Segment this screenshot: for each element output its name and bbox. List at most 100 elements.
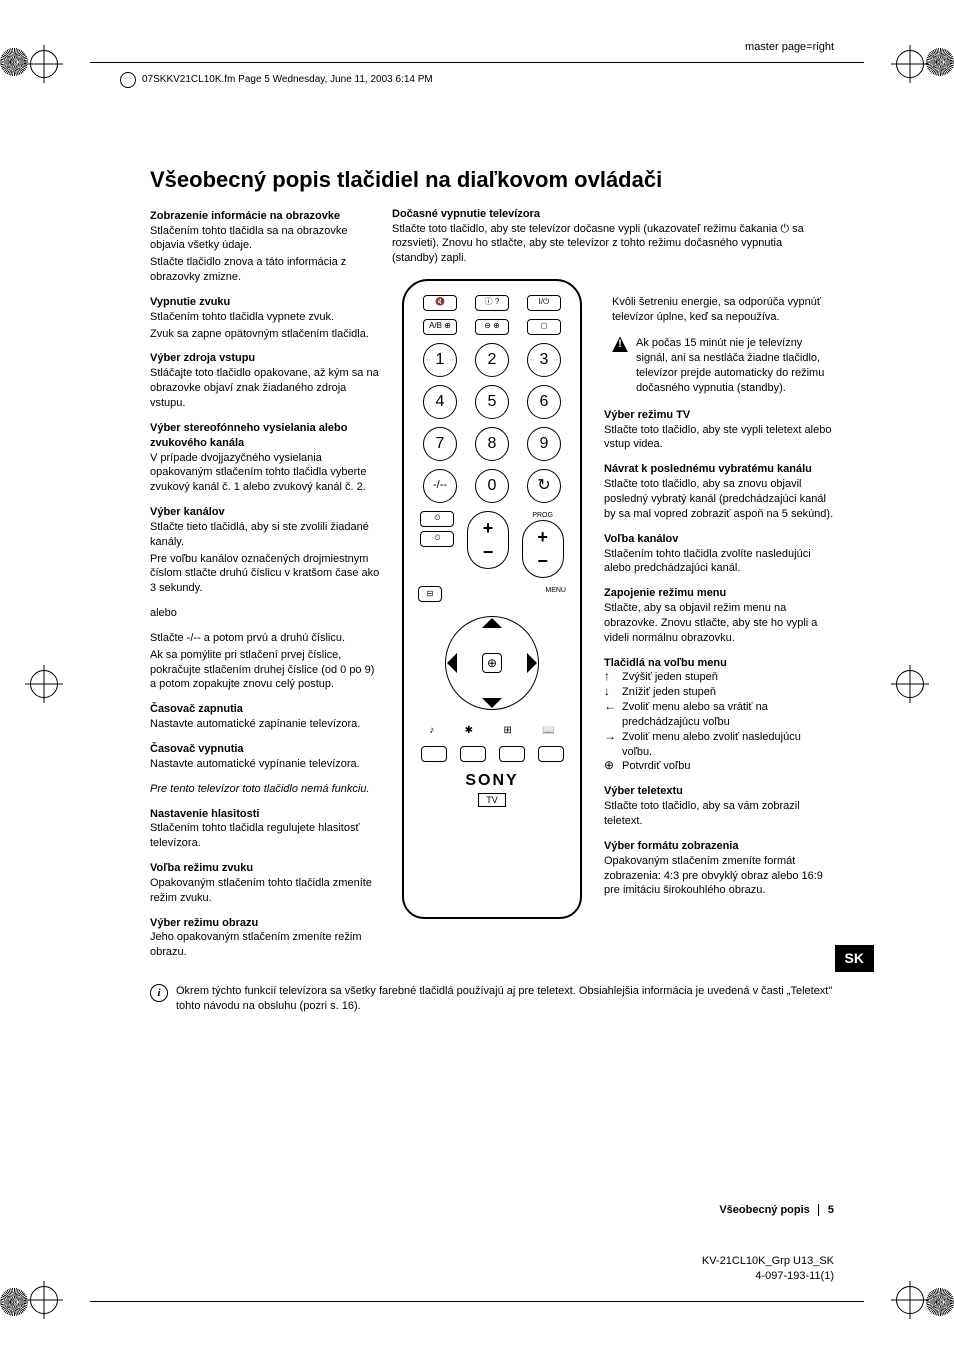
warning-icon: ! bbox=[612, 336, 628, 352]
sunburst-icon bbox=[0, 1288, 28, 1316]
language-tab-sk: SK bbox=[835, 945, 874, 972]
registration-mark-icon bbox=[896, 1286, 924, 1314]
digit-8: 8 bbox=[475, 427, 509, 461]
block-heading: Výber zdroja vstupu bbox=[150, 351, 380, 366]
right-block: Zapojenie režimu menuStlačte, aby sa obj… bbox=[604, 586, 834, 645]
block-heading: Časovač zapnutia bbox=[150, 702, 380, 717]
block-text: Stlačením tohto tlačidla zvolíte nasledu… bbox=[604, 547, 834, 577]
menu-button-text: Znížiť jeden stupeň bbox=[622, 685, 716, 700]
registration-mark-icon bbox=[896, 670, 924, 698]
block-heading: Zapojenie režimu menu bbox=[604, 586, 834, 601]
digit-7: 7 bbox=[423, 427, 457, 461]
registration-mark-icon bbox=[30, 670, 58, 698]
block-text: Stlačte tieto tlačidlá, aby si ste zvoli… bbox=[150, 520, 380, 550]
block-text: Stlačením tohto tlačidla vypnete zvuk. bbox=[150, 310, 380, 325]
center-top-block: Dočasné vypnutie televízora Stlačte toto… bbox=[392, 207, 812, 266]
block-text: Opakovaným stlačením tohto tlačidla zmen… bbox=[150, 876, 380, 906]
block-heading: Voľba kanálov bbox=[604, 532, 834, 547]
digit-5: 5 bbox=[475, 385, 509, 419]
tv-label: TV bbox=[478, 793, 506, 807]
block-text: Ak sa pomýlite pri stlačení prvej číslic… bbox=[150, 648, 380, 693]
left-block: Výber režimu obrazuJeho opakovaným stlač… bbox=[150, 916, 380, 961]
menu-button-text: Zvoliť menu alebo zvoliť nasledujúcu voľ… bbox=[622, 730, 834, 760]
doc-code-2: 4-097-193-11(1) bbox=[702, 1269, 834, 1284]
menu-button-item: → Zvoliť menu alebo zvoliť nasledujúcu vo… bbox=[604, 730, 834, 760]
tv-mode-button-icon: ◻ bbox=[527, 319, 561, 335]
digit-2: 2 bbox=[475, 343, 509, 377]
dpad-up-icon bbox=[482, 608, 502, 628]
info-icon: i bbox=[150, 984, 168, 1002]
registration-mark-icon bbox=[30, 1286, 58, 1314]
left-block: Pre tento televízor toto tlačidlo nemá f… bbox=[150, 782, 380, 797]
digit-6: 6 bbox=[527, 385, 561, 419]
block-heading: Voľba režimu zvuku bbox=[150, 861, 380, 876]
block-text: Stlačením tohto tlačidla regulujete hlas… bbox=[150, 821, 380, 851]
registration-mark-icon bbox=[30, 50, 58, 78]
teletext-book-icon: 📖 bbox=[542, 724, 554, 738]
standby-warning: Ak počas 15 minút nie je televízny signá… bbox=[636, 336, 834, 395]
block-heading: Výber režimu TV bbox=[604, 408, 834, 423]
block-text: Jeho opakovaným stlačením zmeníte režim … bbox=[150, 930, 380, 960]
block-text: Pre voľbu kanálov označených drojmiestny… bbox=[150, 552, 380, 597]
block-text: Stlačte, aby sa objavil režim menu na ob… bbox=[604, 601, 834, 646]
direction-icon: ← bbox=[604, 700, 616, 713]
menu-button-item: ↑Zvýšiť jeden stupeň bbox=[604, 670, 834, 685]
center-top-heading: Dočasné vypnutie televízora bbox=[392, 208, 540, 220]
digit-1: 1 bbox=[423, 343, 457, 377]
brand-label: SONY bbox=[404, 770, 580, 792]
left-block: Stlačte -/-- a potom prvú a druhú číslic… bbox=[150, 631, 380, 692]
page-number: 5 bbox=[828, 1204, 834, 1216]
dpad: ⊕ bbox=[437, 608, 547, 718]
format-icon: ⊞ bbox=[503, 724, 511, 738]
timer-on-icon: ⏲ bbox=[420, 511, 454, 527]
color-button-yellow bbox=[499, 746, 525, 762]
direction-icon: ⊕ bbox=[604, 759, 616, 772]
master-page-label: master page=right bbox=[745, 40, 834, 55]
center-column: Dočasné vypnutie televízora Stlačte toto… bbox=[392, 209, 592, 970]
doc-code-1: KV-21CL10K_Grp U13_SK bbox=[702, 1254, 834, 1269]
block-text: Stláčajte toto tlačidlo opakovane, až ký… bbox=[150, 366, 380, 411]
menu-buttons-heading: Tlačidlá na voľbu menu bbox=[604, 656, 834, 671]
page-circle-icon bbox=[120, 72, 136, 88]
menu-button-text: Zvýšiť jeden stupeň bbox=[622, 670, 718, 685]
left-block: Časovač vypnutiaNastavte automatické vyp… bbox=[150, 742, 380, 772]
block-text: Stlačte tlačidlo znova a táto informácia… bbox=[150, 255, 380, 285]
block-text: Stlačte toto tlačidlo, aby sa vám zobraz… bbox=[604, 799, 834, 829]
left-column: Zobrazenie informácie na obrazovkeStlače… bbox=[150, 209, 380, 970]
block-heading: Výber režimu obrazu bbox=[150, 916, 380, 931]
digit-3: 3 bbox=[527, 343, 561, 377]
sunburst-icon bbox=[926, 1288, 954, 1316]
digit-0: 0 bbox=[475, 469, 509, 503]
dpad-down-icon bbox=[482, 698, 502, 718]
sunburst-icon bbox=[926, 48, 954, 76]
ab-button-icon: A/B ⊕ bbox=[423, 319, 457, 335]
left-block: alebo bbox=[150, 606, 380, 621]
sunburst-icon bbox=[0, 48, 28, 76]
timer-off-icon: ⏲ bbox=[420, 531, 454, 547]
footer-info-note: i Okrem týchto funkcií televízora sa vše… bbox=[150, 984, 834, 1014]
teletext-icon: ⊟ bbox=[418, 586, 442, 602]
section-footer: Všeobecný popis 5 bbox=[719, 1203, 834, 1218]
block-text: Opakovaným stlačením zmeníte formát zobr… bbox=[604, 854, 834, 899]
block-heading: Výber kanálov bbox=[150, 505, 380, 520]
menu-button-item: ←Zvoliť menu alebo sa vrátiť na predchád… bbox=[604, 700, 834, 730]
block-text: Nastavte automatické vypínanie televízor… bbox=[150, 757, 380, 772]
block-text: alebo bbox=[150, 606, 380, 621]
block-heading: Nastavenie hlasitosti bbox=[150, 807, 380, 822]
block-text: Zvuk sa zapne opätovným stlačením tlačid… bbox=[150, 327, 380, 342]
block-text-italic: Pre tento televízor toto tlačidlo nemá f… bbox=[150, 782, 380, 797]
registration-mark-icon bbox=[896, 50, 924, 78]
right-block: Voľba kanálovStlačením tohto tlačidla zv… bbox=[604, 532, 834, 577]
frame-line bbox=[90, 1301, 864, 1302]
file-header-text: 07SKKV21CL10K.fm Page 5 Wednesday, June … bbox=[142, 73, 433, 87]
menu-buttons-block: Tlačidlá na voľbu menu ↑Zvýšiť jeden stu… bbox=[604, 656, 834, 775]
info-button-icon: ⓘ ? bbox=[475, 295, 509, 311]
remote-illustration: 🔇 ⓘ ? I/⏻ A/B ⊕ ⊖ ⊕ ◻ 123 456 789 -/--0↻… bbox=[402, 279, 582, 919]
center-top-text: Stlačte toto tlačidlo, aby ste televízor… bbox=[392, 222, 812, 267]
block-heading: Výber stereofónneho vysielania alebo zvu… bbox=[150, 421, 380, 451]
direction-icon: → bbox=[604, 730, 616, 743]
color-button-blue bbox=[538, 746, 564, 762]
prog-label: PROG bbox=[532, 511, 553, 520]
color-button-green bbox=[460, 746, 486, 762]
dpad-left-icon bbox=[437, 653, 457, 673]
